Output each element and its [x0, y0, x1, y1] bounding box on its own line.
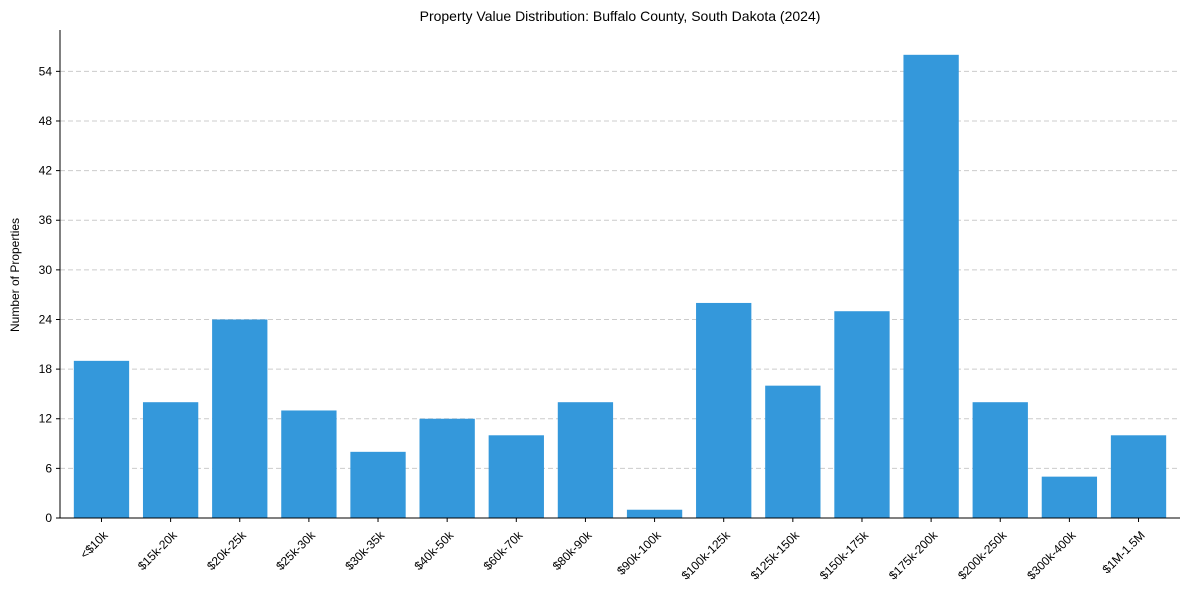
bar: [1041, 476, 1098, 518]
bar: [765, 385, 821, 518]
y-tick-label: 30: [39, 263, 53, 277]
y-tick-label: 0: [45, 511, 52, 525]
bar: [212, 319, 268, 518]
y-tick-label: 54: [39, 64, 53, 78]
y-tick-label: 36: [39, 213, 53, 227]
y-tick-label: 48: [39, 114, 53, 128]
y-tick-label: 42: [39, 164, 53, 178]
bar: [696, 302, 752, 518]
bar: [281, 410, 337, 518]
y-tick-label: 6: [45, 461, 52, 475]
bar: [557, 402, 614, 518]
y-axis-label: Number of Properties: [8, 218, 22, 332]
bar: [626, 509, 683, 518]
bar: [488, 435, 544, 518]
axes: [59, 30, 1180, 519]
bar: [350, 451, 406, 518]
bar: [834, 311, 890, 518]
bars: [73, 54, 1167, 518]
bar: [419, 418, 475, 518]
bar: [1110, 435, 1167, 518]
bar: [142, 402, 199, 518]
bar: [972, 402, 1028, 518]
y-ticks: 0 6 12 18 24 30 36 42 48 54: [39, 64, 60, 525]
y-tick-label: 24: [39, 312, 53, 326]
bar: [73, 360, 130, 518]
y-tick-label: 18: [39, 362, 53, 376]
bar: [903, 54, 959, 518]
chart-title: Property Value Distribution: Buffalo Cou…: [420, 8, 821, 24]
y-tick-label: 12: [39, 412, 53, 426]
